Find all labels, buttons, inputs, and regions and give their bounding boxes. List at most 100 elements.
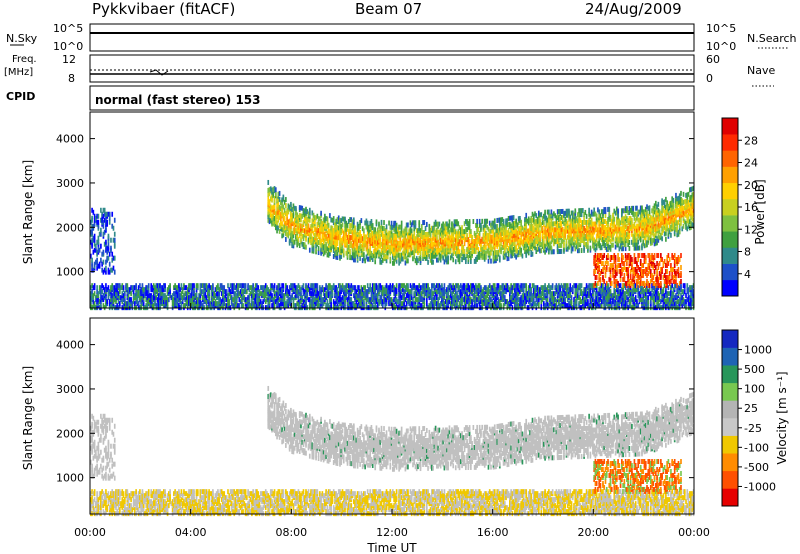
power-cell (454, 219, 457, 225)
power-cell (125, 283, 127, 289)
power-cell (473, 246, 476, 252)
power-cell (420, 244, 423, 250)
power-cell (447, 285, 450, 291)
power-cell (334, 291, 336, 297)
power-cell (287, 303, 290, 309)
power-cell (373, 237, 375, 243)
power-cell (96, 289, 98, 295)
power-cell (307, 297, 310, 303)
power-cell (399, 283, 402, 289)
power-cell (464, 285, 467, 291)
power-cell (225, 297, 228, 303)
power-cell (280, 287, 282, 293)
power-cell (199, 303, 202, 309)
power-cell (431, 287, 433, 293)
power-cell (442, 291, 444, 297)
power-cell (413, 291, 416, 297)
power-cell (112, 225, 115, 231)
power-cell (97, 235, 100, 241)
power-cell (453, 237, 456, 243)
power-cell (363, 291, 365, 297)
power-cell (418, 220, 421, 226)
power-cell (375, 283, 378, 289)
power-cell (418, 256, 421, 262)
noise-left-tick-bottom: 10^0 (53, 40, 83, 53)
power-cell (444, 289, 447, 295)
power-cell (425, 247, 428, 253)
power-cell (271, 193, 273, 199)
power-cell (256, 283, 258, 289)
power-cell (337, 291, 340, 297)
power-cell (404, 254, 407, 260)
power-cell (239, 299, 242, 305)
power-cell (324, 231, 326, 237)
power-cell (129, 297, 131, 303)
power-cell (140, 295, 142, 301)
power-cell (340, 289, 343, 295)
power-cell (196, 301, 199, 307)
power-cell (288, 297, 291, 303)
power-cell (242, 283, 244, 289)
power-cell (336, 247, 339, 253)
power-cell (414, 289, 417, 295)
power-cell (321, 297, 324, 303)
power-cell (91, 229, 93, 235)
power-cell (302, 299, 305, 305)
power-cell (374, 295, 377, 301)
power-cell (316, 293, 319, 299)
power-cell (425, 253, 428, 259)
power-cell (370, 250, 373, 256)
power-cell (467, 283, 470, 289)
power-cell (272, 192, 275, 198)
power-cell (417, 285, 419, 291)
power-cell (424, 283, 427, 289)
power-cell (96, 293, 98, 299)
power-cell (414, 236, 417, 242)
power-cell (274, 299, 277, 305)
power-cell (476, 297, 478, 303)
power-cell (339, 235, 341, 241)
power-cell (273, 215, 276, 221)
power-cell (313, 291, 316, 297)
power-cell (147, 283, 150, 289)
power-cell (365, 289, 368, 295)
power-cell (329, 251, 331, 257)
power-cell (347, 228, 350, 234)
power-cell (350, 283, 353, 289)
power-cell (97, 263, 100, 269)
power-cell (274, 225, 277, 231)
power-cell (329, 213, 331, 219)
power-cell (468, 229, 471, 235)
power-cell (273, 283, 276, 289)
power-cell (271, 213, 273, 219)
power-cell (307, 223, 310, 229)
power-cell (115, 283, 117, 289)
noise-left-label: N.Sky (6, 32, 38, 45)
power-cell (111, 299, 114, 305)
power-cell (166, 287, 169, 293)
power-cell (210, 289, 213, 295)
power-cell (281, 203, 283, 209)
power-cell (161, 295, 164, 301)
power-cell (267, 179, 270, 185)
power-cell (189, 299, 192, 305)
power-cell (379, 237, 382, 243)
power-cell (300, 217, 302, 223)
power-cell (389, 230, 392, 236)
power-cell (446, 231, 448, 237)
power-cell (322, 287, 325, 293)
power-cell (325, 216, 327, 222)
power-cell (332, 220, 335, 226)
power-cell (424, 289, 427, 295)
power-cell (95, 243, 97, 249)
power-cell (188, 299, 190, 305)
power-cell (344, 240, 346, 246)
power-cell (448, 247, 451, 253)
power-cell (312, 212, 315, 218)
power-cell (409, 234, 412, 240)
power-cell (363, 256, 365, 262)
power-cell (313, 233, 316, 239)
power-cell (370, 228, 373, 234)
power-cell (290, 283, 292, 289)
power-cell (144, 287, 146, 293)
